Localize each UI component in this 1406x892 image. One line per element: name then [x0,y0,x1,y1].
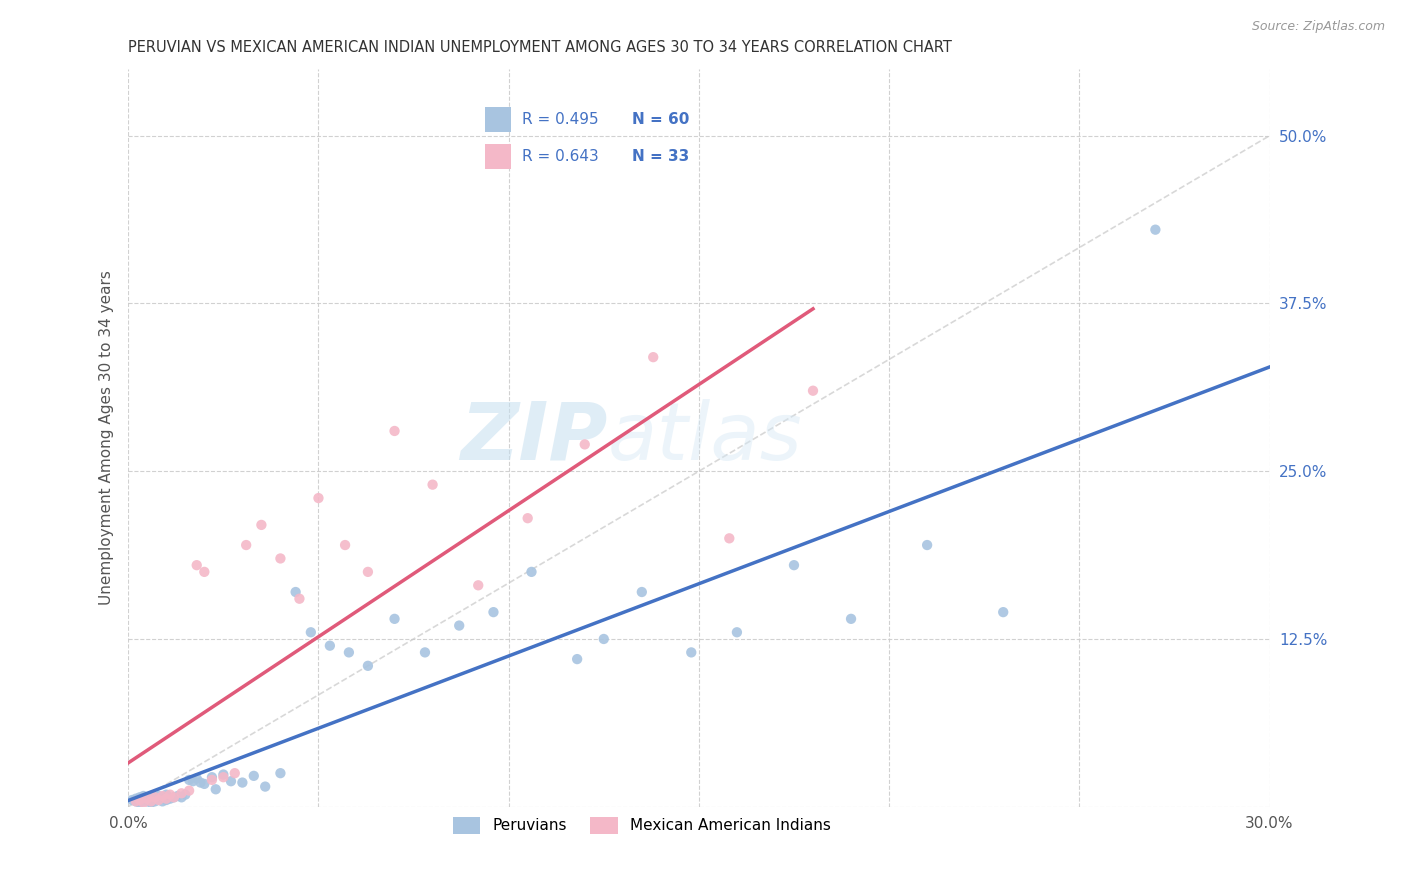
Point [915,538,938,552]
Point [725,625,748,640]
Point [139,794,162,808]
Point [155,788,177,802]
Point [139,796,162,810]
Point [224,766,246,780]
Point [155,793,177,807]
Point [467,578,489,592]
Point [235,538,257,552]
Point [630,585,652,599]
Point [163,790,186,805]
Point [520,565,543,579]
Point [219,774,242,789]
Point [422,477,444,491]
Point [132,794,155,808]
Point [159,791,181,805]
Point [170,790,193,805]
Point [132,796,155,810]
Point [801,384,824,398]
Point [152,794,174,808]
Point [299,625,322,640]
Point [269,766,291,780]
Point [190,775,212,789]
Point [681,645,703,659]
Point [574,437,596,451]
Point [565,652,588,666]
Point [170,786,193,800]
Point [143,790,166,805]
Point [128,796,150,810]
Point [201,770,224,784]
Point [231,775,253,789]
Point [201,772,224,787]
Point [284,585,307,599]
Point [136,791,159,805]
Point [179,783,201,797]
Point [243,769,266,783]
Point [1144,222,1167,236]
Point [128,793,150,807]
Point [148,793,170,807]
Point [186,558,208,573]
Point [250,517,273,532]
Point [212,767,235,781]
Point [212,770,235,784]
Point [152,790,174,805]
Point [132,789,155,803]
Point [128,790,150,805]
Point [319,639,342,653]
Point [148,789,170,803]
Point [152,789,174,803]
Point [125,794,148,808]
Point [384,424,406,438]
Point [159,788,181,802]
Point [132,791,155,805]
Point [783,558,806,573]
Point [155,791,177,805]
Point [643,350,665,364]
Point [413,645,436,659]
Point [121,793,143,807]
Text: ZIP: ZIP [460,399,607,476]
Legend: Peruvians, Mexican American Indians: Peruvians, Mexican American Indians [447,811,837,839]
Point [181,774,204,789]
Point [307,491,329,505]
Point [179,772,201,787]
Point [333,538,356,552]
Point [204,782,226,797]
Point [125,794,148,808]
Point [143,790,166,805]
Point [139,789,162,803]
Point [839,612,862,626]
Point [193,777,215,791]
Point [384,612,406,626]
Point [357,565,380,579]
Point [482,605,505,619]
Point [143,794,166,808]
Point [337,645,360,659]
Y-axis label: Unemployment Among Ages 30 to 34 years: Unemployment Among Ages 30 to 34 years [100,270,114,605]
Text: Source: ZipAtlas.com: Source: ZipAtlas.com [1251,20,1385,33]
Point [163,790,186,805]
Point [174,788,197,802]
Text: PERUVIAN VS MEXICAN AMERICAN INDIAN UNEMPLOYMENT AMONG AGES 30 TO 34 YEARS CORRE: PERUVIAN VS MEXICAN AMERICAN INDIAN UNEM… [128,40,952,55]
Point [269,551,291,566]
Point [254,780,277,794]
Point [193,565,215,579]
Point [128,793,150,807]
Point [136,791,159,805]
Point [288,591,311,606]
Point [993,605,1015,619]
Point [136,794,159,808]
Point [139,793,162,807]
Point [166,789,188,803]
Point [148,793,170,807]
Point [357,658,380,673]
Point [592,632,614,646]
Point [125,791,148,805]
Point [516,511,538,525]
Point [718,532,741,546]
Point [449,618,471,632]
Text: atlas: atlas [607,399,803,476]
Point [186,772,208,786]
